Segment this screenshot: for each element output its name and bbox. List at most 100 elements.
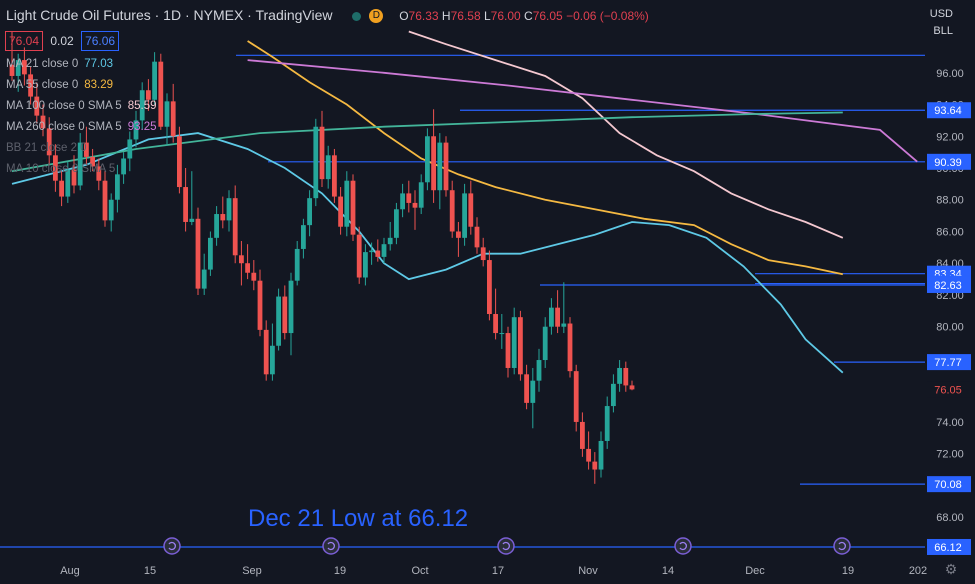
indicator-row[interactable]: MA 100 close 0 SMA 5 85.59 [6, 100, 156, 112]
indicator-label: MA 260 close 0 SMA 5 [6, 121, 122, 133]
candle-body [474, 226, 480, 248]
spread-value: 0.02 [50, 34, 74, 48]
price-level-label: 90.39 [934, 157, 962, 169]
candle-body [604, 406, 610, 441]
candle-body [511, 317, 517, 368]
candle-body [245, 263, 250, 273]
candle-body [301, 225, 306, 249]
candle-body [437, 142, 443, 191]
candle-body [214, 214, 219, 238]
candle-body [598, 440, 604, 470]
chart-header: Light Crude Oil Futures · 1D · NYMEX · T… [6, 7, 649, 24]
candle-body [121, 158, 126, 175]
ohlc-readout: O76.33 H76.58 L76.00 C76.05 −0.06 (−0.08… [399, 9, 649, 23]
event-marker-icon[interactable] [497, 537, 515, 555]
event-marker-icon[interactable] [163, 537, 181, 555]
candle-body [493, 314, 498, 334]
indicator-value: 77.03 [84, 58, 114, 70]
price-label-box [927, 476, 971, 493]
candle-body [313, 126, 319, 199]
candle-body [549, 307, 554, 327]
time-tick-label: 15 [144, 565, 156, 577]
event-marker-glyph [679, 541, 688, 551]
candle-body [251, 272, 257, 281]
candle-body [567, 323, 573, 372]
candle-body [456, 231, 461, 238]
event-marker-glyph [838, 541, 847, 551]
candle-body [369, 250, 374, 253]
candle-body [611, 383, 616, 407]
candle-body [71, 169, 77, 186]
candle-body [189, 218, 195, 222]
annotation-text: Dec 21 Low at 66.12 [248, 505, 469, 532]
price-label-box [927, 354, 971, 371]
candle-body [394, 209, 399, 238]
price-level-label: 77.77 [934, 357, 962, 369]
price-label-box [927, 153, 971, 170]
candle-body [542, 326, 548, 361]
open-value: 76.33 [408, 9, 439, 23]
candle-body [96, 166, 102, 181]
settings-gear-icon[interactable]: ⚙ [945, 561, 958, 577]
time-tick-label: Aug [60, 565, 80, 577]
candle-body [530, 380, 536, 403]
indicator-row[interactable]: MA 260 close 0 SMA 5 93.25 [6, 121, 156, 133]
candle-body [375, 250, 381, 257]
symbol-title[interactable]: Light Crude Oil Futures · 1D · NYMEX · T… [6, 7, 333, 23]
candle-body [406, 193, 412, 203]
time-tick-label: Dec [745, 565, 765, 577]
candle-body [387, 237, 393, 245]
price-axis[interactable]: 96.0094.0092.0090.0088.0086.0084.0082.00… [925, 0, 975, 584]
candle-body [307, 198, 312, 226]
event-marker-icon[interactable] [833, 537, 851, 555]
indicator-row[interactable]: BB 21 close 2 0 [6, 142, 87, 154]
price-tick-label: 96.00 [936, 68, 964, 80]
indicator-row[interactable]: MA 21 close 0 77.03 [6, 58, 113, 70]
price-label-box [927, 381, 971, 398]
price-tick-label: 80.00 [936, 322, 964, 334]
indicator-row[interactable]: MA 55 close 0 83.29 [6, 79, 113, 91]
candle-body [139, 90, 145, 121]
timeframe-badge[interactable]: D [369, 9, 384, 24]
candle-body [418, 182, 424, 208]
candle-body [276, 296, 281, 346]
indicator-row[interactable]: MA 10 close 0 SMA 5 [6, 163, 115, 175]
candle-body [84, 142, 89, 157]
candle-body [270, 345, 275, 375]
candle-body [232, 198, 238, 256]
candle-body [592, 461, 598, 470]
candle-body [65, 169, 71, 197]
event-marker-icon[interactable] [674, 537, 692, 555]
time-axis[interactable]: Aug 15 Sep 19 Oct 17 Nov 14 Dec 19 202 [0, 537, 927, 584]
candle-body [412, 202, 418, 208]
unit-selector[interactable]: BLL [933, 25, 953, 37]
event-marker-icon[interactable] [322, 537, 340, 555]
price-level-label: 82.63 [934, 280, 962, 292]
candle-body [170, 101, 176, 137]
candle-body [487, 260, 492, 315]
time-tick-label: Sep [242, 565, 262, 577]
candle-body [263, 329, 269, 375]
time-tick-label: 19 [334, 565, 346, 577]
candle-body [158, 61, 164, 127]
price-tick-label: 88.00 [936, 195, 964, 207]
currency-selector[interactable]: USD [929, 8, 953, 20]
candle-body [28, 74, 33, 97]
candle-body [257, 280, 263, 330]
time-tick-label: 202 [909, 565, 927, 577]
time-tick-label: 19 [842, 565, 854, 577]
candle-body [146, 90, 151, 100]
candle-body [108, 199, 114, 221]
sell-button[interactable]: 76.04 [5, 31, 44, 51]
candle-body [102, 180, 108, 221]
candle-body [53, 155, 58, 181]
price-level-label: 93.64 [934, 105, 962, 117]
candle-body [381, 244, 387, 257]
candle-body [400, 193, 405, 210]
candle-body [40, 115, 46, 129]
candle-body [449, 190, 455, 232]
buy-sell-panel: 76.04 0.02 76.06 [5, 31, 120, 51]
indicator-value: 85.59 [127, 100, 157, 112]
buy-button[interactable]: 76.06 [81, 31, 120, 51]
